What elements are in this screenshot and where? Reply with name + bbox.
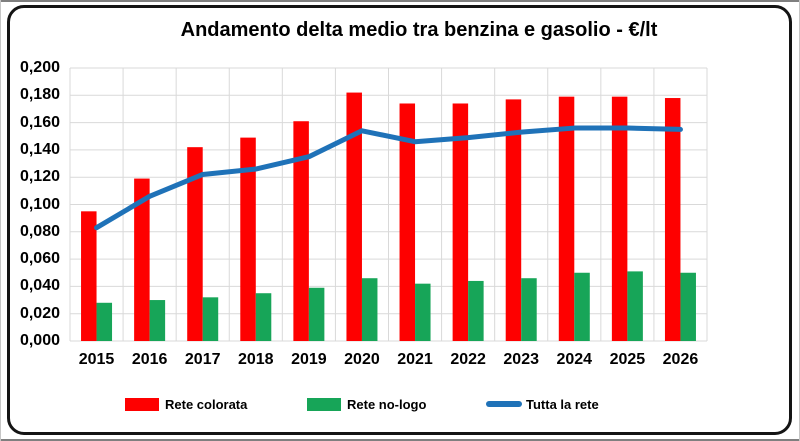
x-tick-label-2021: 2021: [397, 351, 433, 368]
red-bar-2019: [293, 121, 309, 341]
red-bar-2018: [240, 137, 256, 341]
red-bar-2024: [558, 96, 575, 341]
red-bar-2023: [505, 99, 522, 342]
green-bar-2019: [308, 287, 325, 341]
green-bar-2021: [415, 283, 431, 341]
y-tick-label: 0,140: [19, 140, 60, 158]
red-bar-2015: [81, 211, 97, 341]
red-bar-2021: [399, 103, 416, 342]
green-bar-2016: [149, 300, 166, 341]
legend-swatch-tutta-la-rete: [486, 401, 522, 407]
x-tick-label-2025: 2025: [609, 351, 646, 368]
green-bar-2017: [202, 297, 219, 341]
sheet-edge-top: [0, 0, 800, 2]
red-bar-2025: [611, 96, 628, 341]
y-tick-label: 0,020: [19, 304, 60, 322]
green-bar-2026: [680, 272, 696, 341]
y-tick-label: 0,100: [19, 195, 60, 213]
legend-item-tutta-la-rete: Tutta la rete: [486, 393, 599, 415]
green-bar-2020: [361, 278, 378, 341]
y-tick-label: 0,040: [19, 277, 60, 295]
chart-title: Andamento delta medio tra benzina e gaso…: [180, 19, 658, 41]
x-tick-label-2018: 2018: [237, 351, 274, 368]
legend-swatch-rete-colorata: [125, 397, 159, 411]
red-bar-2020: [346, 92, 362, 341]
x-tick-label-2024: 2024: [556, 351, 593, 368]
legend-item-rete-no-logo: Rete no-logo: [307, 393, 426, 415]
green-bar-2018: [255, 293, 272, 341]
legend-label-rete-no-logo: Rete no-logo: [347, 396, 427, 412]
green-bar-2015: [96, 302, 113, 341]
x-tick-label-2019: 2019: [291, 351, 327, 368]
x-tick-label-2017: 2017: [184, 351, 221, 368]
y-tick-label: 0,200: [19, 59, 60, 76]
red-bar-2016: [134, 178, 150, 341]
x-tick-label-2023: 2023: [503, 351, 539, 368]
red-bar-2017: [187, 147, 203, 341]
legend-item-rete-colorata: Rete colorata: [125, 393, 247, 415]
x-tick-label-2026: 2026: [662, 351, 699, 368]
red-bar-2022: [452, 103, 469, 342]
legend-swatch-rete-no-logo: [307, 397, 341, 411]
x-tick-label-2015: 2015: [78, 351, 115, 368]
y-tick-label: 0,000: [19, 332, 60, 349]
x-tick-label-2022: 2022: [450, 351, 486, 368]
sheet-edge-left: [0, 0, 1, 441]
red-bar-2026: [664, 98, 681, 341]
legend: Rete colorata Rete no-logo Tutta la rete: [0, 393, 800, 419]
y-tick-label: 0,160: [19, 113, 60, 131]
y-tick-label: 0,060: [19, 250, 60, 268]
green-bar-2023: [521, 278, 537, 341]
x-tick-label-2020: 2020: [344, 351, 380, 368]
green-bar-2022: [468, 280, 484, 341]
y-tick-label: 0,180: [19, 86, 60, 104]
trend-line: [94, 125, 683, 231]
y-tick-label: 0,080: [19, 222, 60, 240]
legend-label-rete-colorata: Rete colorata: [165, 396, 248, 412]
green-bar-2024: [574, 272, 590, 341]
y-tick-label: 0,120: [19, 168, 60, 186]
x-tick-label-2016: 2016: [131, 351, 168, 368]
legend-label-tutta-la-rete: Tutta la rete: [526, 396, 599, 412]
green-bar-2025: [627, 271, 643, 341]
sheet-edge-bottom: [0, 439, 800, 441]
